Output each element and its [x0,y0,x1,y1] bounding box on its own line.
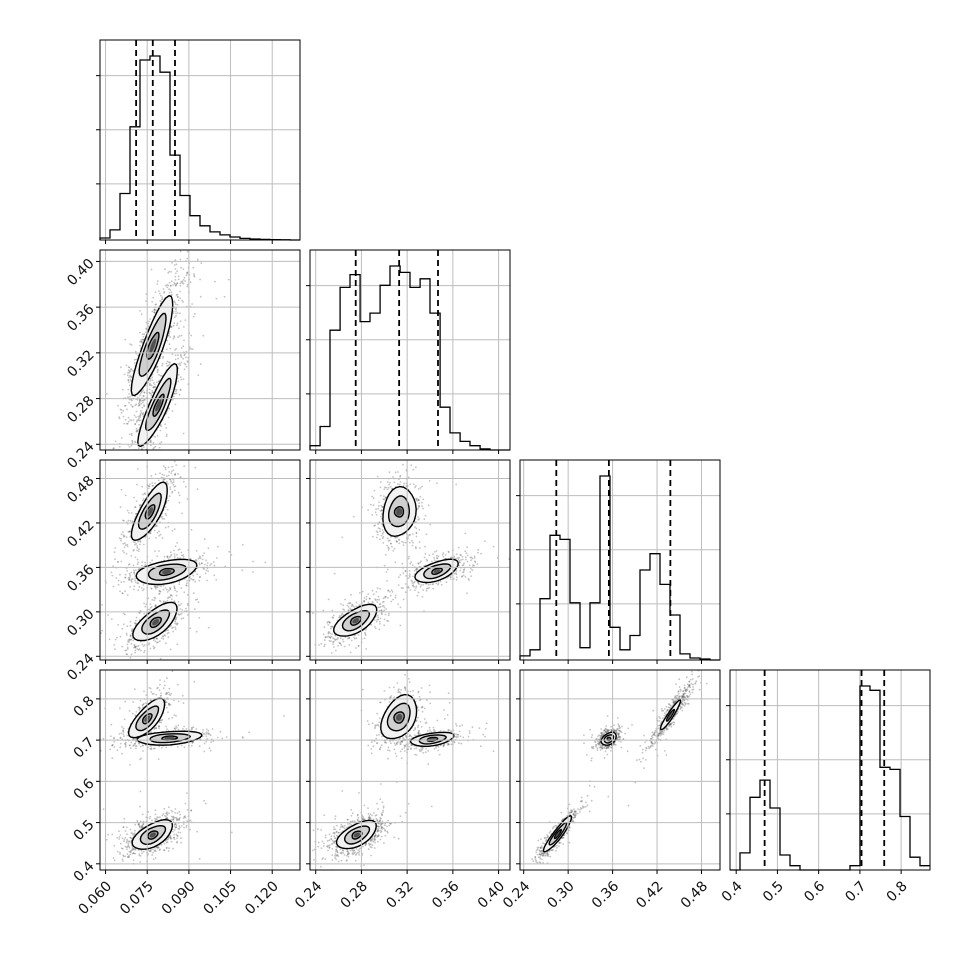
density-core [149,338,156,354]
histogram-frame-0 [99,39,301,241]
density-2-1 [312,460,510,654]
y-grid-3-0 [96,698,300,865]
density-core [152,619,159,626]
x-grid-2-0 [105,460,273,664]
density-3-1 [312,673,495,870]
histogram-panel-1 [306,250,510,454]
histogram-steps [309,265,510,451]
scatter-frame-1-0 [99,249,301,451]
scatter-frame-2-1 [309,459,511,661]
histogram-steps [519,475,720,661]
scatter-panel-3-1 [312,673,495,870]
histogram-frame-1 [309,249,511,451]
density-core [395,713,403,721]
y-grid-3-2 [516,698,720,865]
y-grid-2-1 [306,478,510,657]
histogram-panel-2 [516,460,720,664]
density-core [433,569,441,574]
histogram-panel-3 [726,670,930,874]
density-core [147,507,153,517]
scatter-frame-3-2 [519,669,721,871]
density-core [607,737,611,740]
density-core [162,569,172,575]
density-core [352,618,359,624]
density-core [667,711,673,719]
scatter-frame-2-0 [99,459,301,661]
y-grid-3-1 [306,698,510,865]
x-grid-3-0 [105,670,273,874]
density-core [353,832,360,838]
histogram-panel-0 [96,40,300,244]
histogram-steps [99,55,300,241]
y-grid-2-0 [96,478,300,657]
density-core [396,508,403,516]
density-core [155,399,162,412]
scatter-frame-3-0 [99,669,301,871]
histogram-frame-3 [729,669,931,871]
density-core [149,832,156,838]
x-grid-1-0 [105,250,273,454]
x-grid-3-2 [523,670,702,874]
y-grid-1-0 [96,260,300,445]
x-grid-3-1 [315,670,500,874]
density-core [555,831,560,837]
scatter-frame-3-1 [309,669,511,871]
histogram-frame-2 [519,459,721,661]
scatter-panel-2-1 [312,460,510,654]
x-grid-2-1 [315,460,500,664]
density-core [164,736,175,740]
